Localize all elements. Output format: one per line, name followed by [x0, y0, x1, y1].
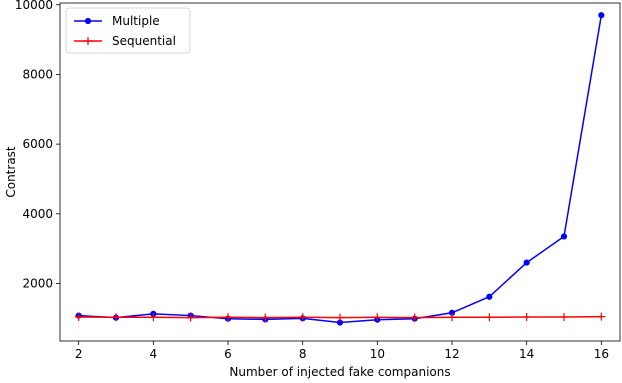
legend-label-sequential: Sequential — [112, 34, 176, 48]
axes-frame — [59, 2, 621, 342]
x-tick-label: 10 — [370, 347, 385, 361]
y-axis-label: Contrast — [4, 146, 18, 198]
plot-area — [74, 12, 606, 326]
data-point-sequential — [448, 313, 456, 322]
data-point-multiple — [560, 233, 568, 240]
legend-label-multiple: Multiple — [112, 14, 160, 28]
x-tick-label: 8 — [299, 347, 307, 361]
data-point-sequential — [224, 313, 232, 322]
data-point-sequential — [149, 313, 158, 322]
x-tick-label: 2 — [75, 347, 83, 361]
data-point-sequential — [186, 313, 195, 322]
x-tick-label: 14 — [519, 347, 534, 361]
x-tick-label: 16 — [594, 347, 609, 361]
data-point-sequential — [74, 312, 83, 321]
axes: 2 4 6 8 10 12 14 16 2000 4000 6000 8000 10000 — [15, 0, 621, 361]
x-tick-label: 4 — [150, 347, 158, 361]
data-point-sequential — [410, 313, 419, 322]
series-sequential — [74, 312, 606, 322]
x-tick-label: 6 — [224, 347, 232, 361]
data-point-sequential — [560, 312, 568, 321]
data-point-sequential — [373, 313, 382, 322]
y-tick-label: 2000 — [22, 277, 53, 291]
data-point-sequential — [298, 313, 307, 322]
x-tick-label: 12 — [444, 347, 459, 361]
data-point-sequential — [597, 312, 606, 321]
data-point-sequential — [522, 312, 531, 321]
data-point-multiple — [486, 293, 493, 300]
series-line-multiple — [78, 15, 603, 324]
data-point-multiple — [523, 259, 530, 266]
y-tick-label: 4000 — [22, 207, 53, 221]
series-multiple — [75, 12, 605, 326]
data-point-sequential — [112, 313, 120, 322]
y-tick-label: 10000 — [15, 0, 53, 12]
data-point-sequential — [261, 313, 270, 322]
y-tick-label: 8000 — [22, 67, 53, 81]
legend-marker-sequential — [84, 37, 92, 45]
data-point-multiple — [598, 12, 605, 19]
data-point-sequential — [336, 313, 344, 322]
legend: Multiple Sequential — [65, 7, 191, 54]
legend-marker-multiple — [84, 17, 92, 25]
data-point-sequential — [485, 313, 494, 322]
y-tick-label: 6000 — [22, 137, 53, 151]
x-axis-label: Number of injected fake companions — [229, 365, 450, 379]
